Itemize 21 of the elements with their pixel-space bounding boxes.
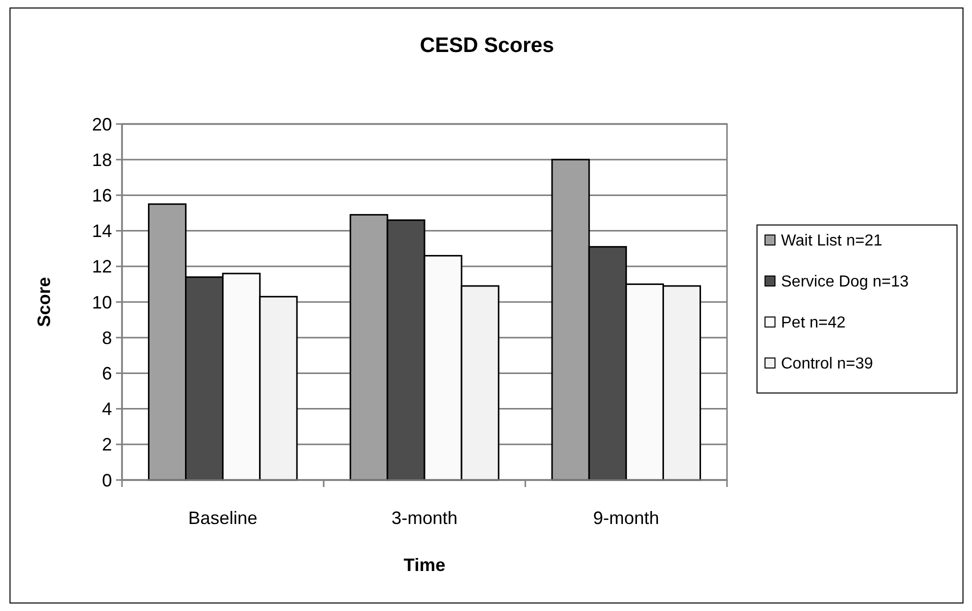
legend-label: Control n=39 — [781, 356, 874, 373]
y-tick-label: 20 — [92, 114, 112, 134]
y-tick-label: 8 — [102, 328, 112, 348]
x-tick-label: 3-month — [391, 508, 458, 528]
y-tick-label: 0 — [102, 470, 112, 490]
x-axis-title: Time — [404, 555, 446, 575]
y-tick-label: 6 — [102, 364, 112, 384]
y-tick-label: 12 — [92, 256, 112, 277]
legend-label: Service Dog n=13 — [781, 274, 909, 291]
y-tick-label: 2 — [102, 434, 112, 455]
legend-label: Pet n=42 — [781, 314, 846, 332]
legend-label: Wait List n=21 — [781, 232, 882, 250]
y-tick-label: 14 — [92, 221, 112, 242]
chart-title: CESD Scores — [420, 34, 554, 57]
y-tick-label: 16 — [92, 186, 112, 206]
x-tick-label: Baseline — [188, 508, 258, 528]
y-axis-title: Score — [34, 276, 54, 328]
y-tick-label: 18 — [92, 150, 112, 170]
x-tick-label: 9-month — [593, 508, 660, 528]
y-tick-label: 4 — [102, 399, 112, 420]
y-tick-label: 10 — [92, 292, 112, 312]
